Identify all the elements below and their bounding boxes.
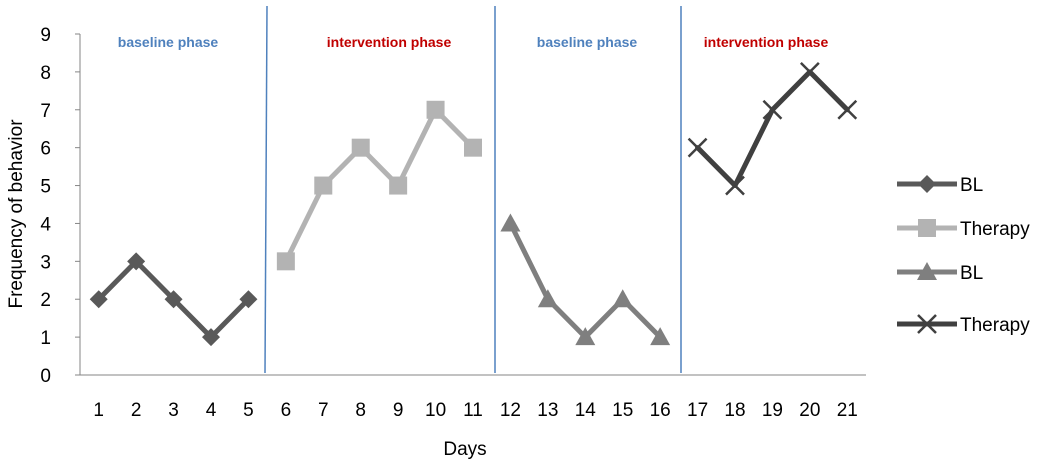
data-point <box>500 213 521 232</box>
x-tick-label: 15 <box>612 400 633 421</box>
legend-swatch-marker <box>918 219 936 237</box>
data-point <box>464 138 482 157</box>
y-tick-label: 1 <box>40 328 51 349</box>
data-point <box>276 252 295 271</box>
data-point <box>650 327 671 346</box>
y-tick-label: 9 <box>40 25 51 46</box>
data-point <box>799 62 820 82</box>
legend-label: BL <box>960 175 983 196</box>
series-layer <box>89 62 858 347</box>
series-line <box>283 107 476 264</box>
series-2 <box>276 100 482 271</box>
data-point <box>351 138 370 157</box>
phase-label: baseline phase <box>118 34 219 50</box>
series-line <box>695 69 850 189</box>
x-tick-label: 18 <box>724 400 745 421</box>
x-tick-label: 20 <box>799 400 820 421</box>
y-tick-label: 5 <box>40 177 51 198</box>
data-point <box>612 289 633 308</box>
data-point <box>837 99 858 120</box>
data-point <box>239 290 258 309</box>
x-tick-label: 9 <box>393 400 404 421</box>
x-axis-title: Days <box>443 439 486 460</box>
data-point <box>202 328 220 347</box>
x-tick-label: 7 <box>318 400 329 421</box>
legend-item: BL <box>897 175 983 196</box>
phase-label: baseline phase <box>537 34 638 50</box>
x-tick-label: 21 <box>837 400 858 421</box>
x-tick-label: 17 <box>687 400 708 421</box>
x-tick-label: 13 <box>537 400 558 421</box>
y-tick-label: 4 <box>40 214 51 235</box>
phase-dividers <box>264 5 682 374</box>
data-point <box>127 252 146 271</box>
x-tick-label: 4 <box>206 400 217 421</box>
data-point <box>762 99 783 120</box>
y-tick-label: 7 <box>40 101 51 122</box>
data-point <box>426 100 445 119</box>
series-1 <box>89 252 258 347</box>
data-point <box>389 176 408 195</box>
series-3 <box>500 213 671 346</box>
data-point <box>575 327 596 346</box>
y-tick-label: 8 <box>40 63 51 84</box>
x-tick-label: 10 <box>425 400 446 421</box>
legend-item: Therapy <box>897 314 1030 336</box>
data-point <box>314 176 333 195</box>
legend-item: Therapy <box>897 219 1030 240</box>
x-tick-label: 14 <box>575 400 597 421</box>
legend-swatch-marker <box>917 314 937 334</box>
x-tick-label: 16 <box>650 400 671 421</box>
phase-labels: baseline phase intervention phase baseline… <box>118 34 829 50</box>
y-tick-label: 2 <box>40 290 51 311</box>
series-line <box>507 220 663 340</box>
legend-label: BL <box>960 263 983 284</box>
data-point <box>725 175 745 196</box>
x-tick-label: 5 <box>243 400 254 421</box>
y-tick-label: 3 <box>40 252 51 273</box>
phase-divider <box>264 5 268 374</box>
data-point <box>89 290 108 309</box>
data-point <box>537 289 558 308</box>
data-point <box>687 137 708 158</box>
legend: BL Therapy BL Therapy <box>897 175 1030 336</box>
y-tick-label: 6 <box>40 139 51 160</box>
y-tick-label: 0 <box>40 366 51 387</box>
legend-label: Therapy <box>960 219 1030 240</box>
x-tick-label: 3 <box>168 400 179 421</box>
series-4 <box>687 62 858 196</box>
data-point <box>164 290 183 309</box>
x-tick-label: 2 <box>131 400 142 421</box>
phase-label: intervention phase <box>327 34 452 50</box>
phase-label: intervention phase <box>704 34 829 50</box>
legend-swatch-marker <box>918 175 936 193</box>
x-tick-label: 11 <box>463 400 483 421</box>
x-tick-label: 1 <box>93 400 104 421</box>
x-tick-label: 8 <box>355 400 366 421</box>
x-tick-label: 6 <box>281 400 292 421</box>
legend-label: Therapy <box>960 315 1030 336</box>
legend-item: BL <box>897 262 983 284</box>
y-axis-title: Frequency of behavior <box>6 119 27 309</box>
x-tick-label: 19 <box>762 400 783 421</box>
legend-swatch-marker <box>917 262 937 280</box>
x-tick-label: 12 <box>500 400 521 421</box>
